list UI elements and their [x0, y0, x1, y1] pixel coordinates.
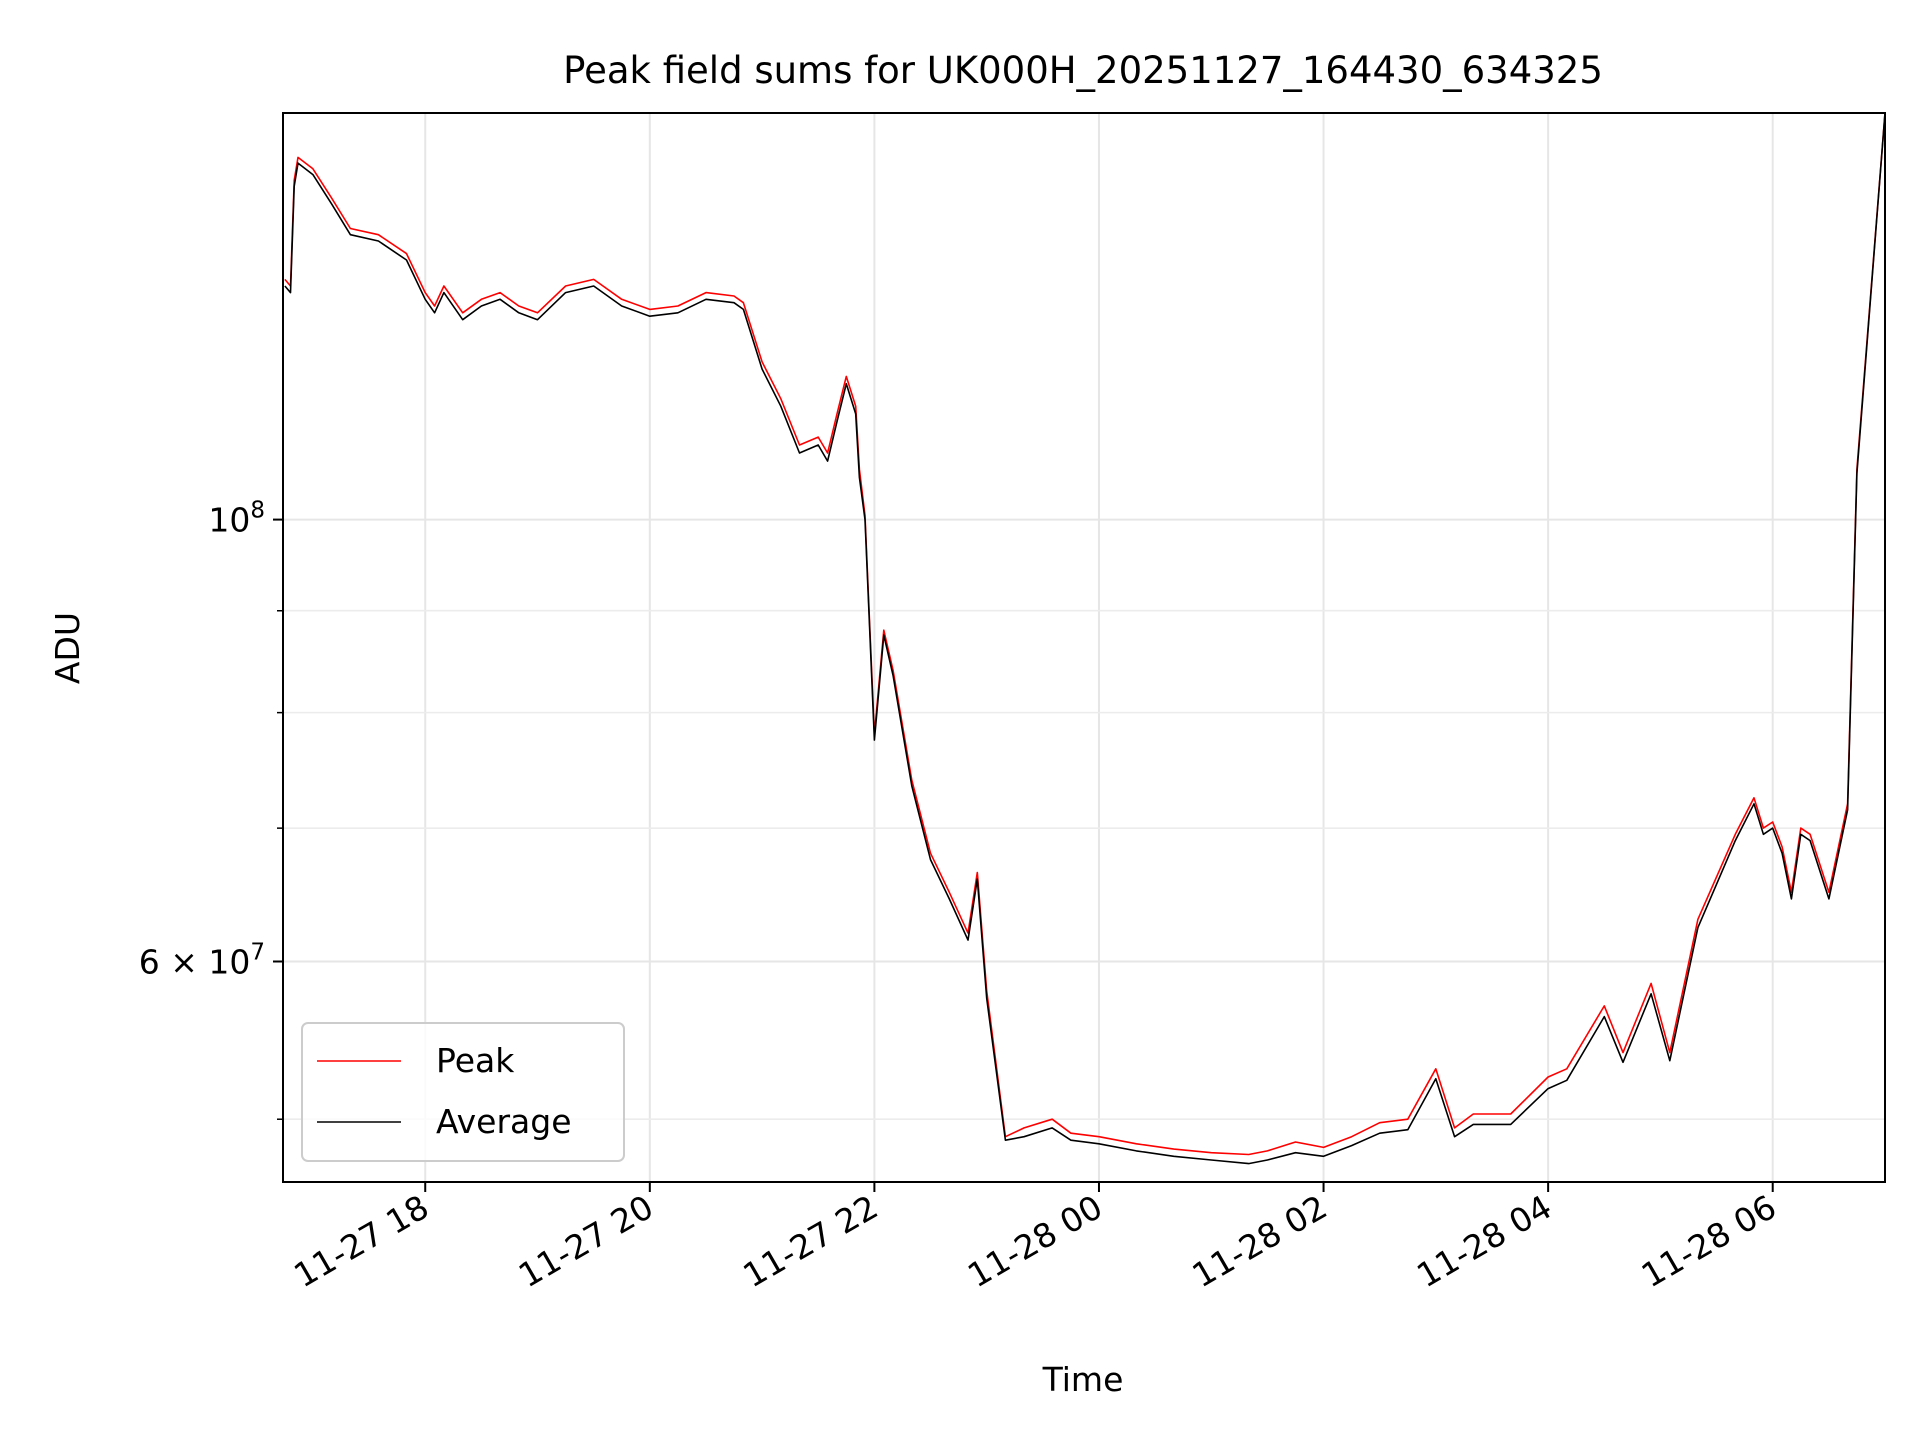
x-axis-label: Time [1042, 1360, 1124, 1399]
chart-title: Peak field sums for UK000H_20251127_1644… [563, 49, 1603, 92]
plot-frame [282, 112, 1886, 1183]
legend-box [301, 1022, 625, 1162]
y-axis: 108 6 × 107 [139, 498, 283, 1120]
y-tick-label: 6 × 107 [139, 939, 265, 981]
y-axis-label: ADU [48, 612, 87, 684]
series-layer [284, 113, 1885, 1165]
y-tick-label: 108 [208, 498, 265, 540]
series-line-peak [284, 113, 1885, 1156]
legend: Peak Average [301, 1022, 625, 1162]
grid [283, 113, 1885, 1182]
legend-label-average: Average [436, 1102, 572, 1141]
series-line-average [284, 113, 1885, 1165]
legend-label-peak: Peak [436, 1041, 515, 1080]
